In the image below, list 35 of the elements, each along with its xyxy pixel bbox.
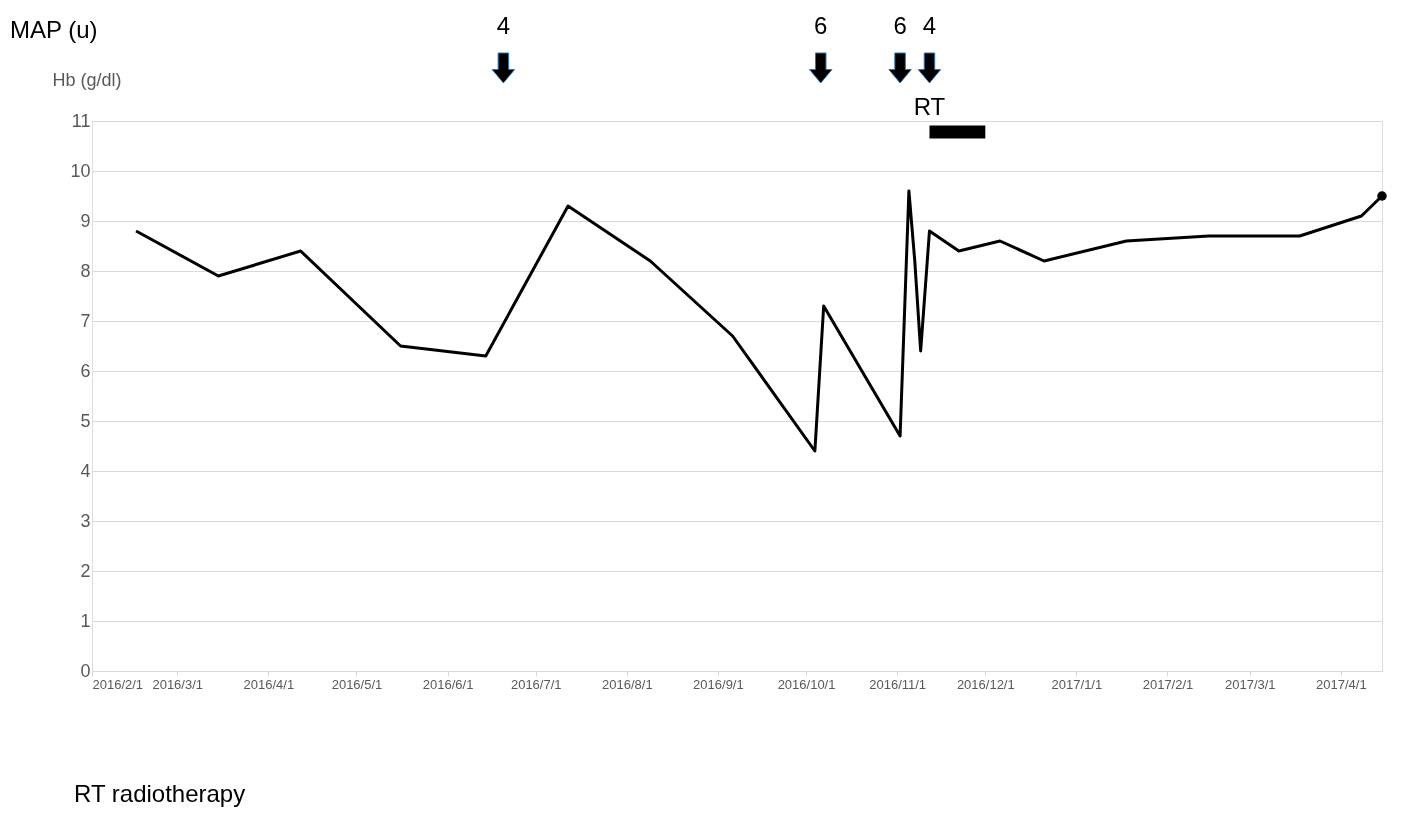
- y-tick-label: 5: [80, 410, 91, 431]
- text: RT: [913, 93, 946, 120]
- y-tick-label: 2: [80, 560, 91, 581]
- text: 6: [893, 12, 907, 39]
- x-tick-label: 2016/7/1: [510, 676, 562, 692]
- x-tick-label: 2017/3/1: [1224, 676, 1276, 692]
- x-tick-label: 2017/1/1: [1051, 676, 1103, 692]
- text: RT radiotherapy: [74, 780, 246, 807]
- x-tick-label: 2016/4/1: [243, 676, 295, 692]
- x-tick-label: 2017/4/1: [1316, 676, 1367, 692]
- text: 6: [814, 12, 828, 39]
- x-tick-label: 2016/5/1: [331, 676, 383, 692]
- x-tick-label: 2016/10/1: [777, 676, 836, 692]
- text: 4: [922, 12, 937, 39]
- y-tick-label: 11: [71, 110, 91, 131]
- x-tick-label: 2016/11/1: [869, 676, 927, 692]
- y-tick-label: 10: [70, 160, 91, 181]
- y-tick-label: 1: [80, 610, 91, 631]
- x-tick-label: 2016/6/1: [422, 676, 474, 692]
- x-tick-label: 2016/2/1: [92, 676, 144, 692]
- y-tick-label: 9: [80, 210, 91, 231]
- y-tick-label: 6: [80, 360, 91, 381]
- text: 4: [496, 12, 511, 39]
- y-tick-label: 0: [80, 660, 91, 681]
- x-tick-label: 2016/3/1: [152, 676, 204, 692]
- y-tick-label: 3: [80, 510, 91, 531]
- x-tick-label: 2016/8/1: [602, 676, 653, 692]
- y-tick-label: 7: [80, 310, 91, 331]
- y-tick-label: 4: [80, 460, 91, 481]
- x-tick-label: 2016/12/1: [956, 676, 1015, 692]
- x-tick-label: 2017/2/1: [1142, 676, 1194, 692]
- y-axis-title: Hb (g/dl): [52, 69, 122, 90]
- y-tick-label: 8: [80, 260, 91, 281]
- text: MAP (u): [10, 16, 98, 43]
- x-tick-label: 2016/9/1: [693, 676, 744, 692]
